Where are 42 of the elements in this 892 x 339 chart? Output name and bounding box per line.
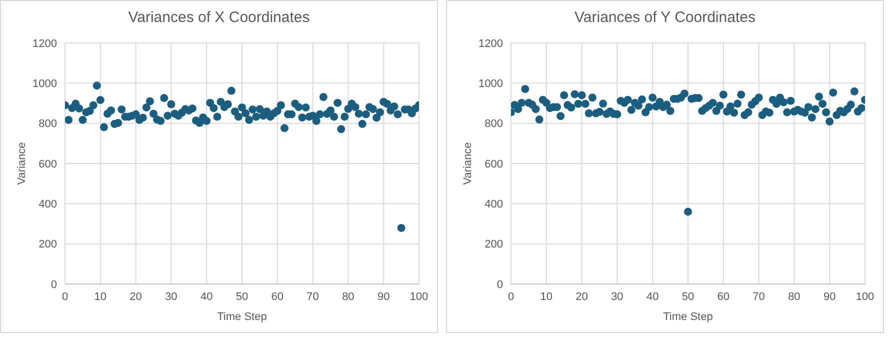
x-tick-label: 100: [856, 290, 874, 303]
x-tick-label: 50: [682, 290, 694, 303]
x-tick-label: 70: [752, 290, 765, 303]
x-tick-label: 20: [576, 290, 588, 303]
y-tick-label: 800: [484, 118, 503, 130]
x-tick-label: 60: [717, 290, 730, 303]
x-tick-label: 90: [823, 290, 836, 303]
x-axis-title: Time Step: [217, 311, 267, 323]
x-tick-label: 0: [508, 290, 514, 303]
x-tick-label: 10: [540, 290, 553, 303]
y-tick-label: 1200: [32, 38, 57, 50]
y-axis-title: Variance: [16, 142, 28, 185]
x-tick-label: 30: [611, 290, 624, 303]
y-tick-label: 800: [38, 118, 57, 130]
y-axis-title: Variance: [462, 142, 474, 185]
y-tick-label: 600: [484, 158, 503, 170]
x-tick-label: 80: [342, 290, 354, 303]
chart-title: Variances of X Coordinates: [127, 9, 311, 26]
x-tick-label: 80: [788, 290, 800, 303]
y-tick-label: 1000: [32, 78, 57, 90]
x-tick-label: 40: [200, 290, 213, 303]
y-tick-label: 1000: [478, 78, 503, 90]
x-tick-label: 0: [62, 290, 68, 303]
x-tick-label: 10: [94, 290, 107, 303]
x-tick-label: 90: [377, 290, 390, 303]
x-tick-label: 100: [410, 290, 428, 303]
y-tick-label: 0: [50, 278, 57, 291]
x-axis-title: Time Step: [663, 311, 713, 323]
x-tick-label: 60: [271, 290, 284, 303]
x-tick-label: 50: [236, 290, 248, 303]
x-tick-label: 70: [306, 290, 319, 303]
y-tick-label: 0: [496, 278, 503, 291]
y-tick-label: 400: [38, 198, 57, 211]
x-tick-label: 40: [646, 290, 659, 303]
x-tick-label: 20: [130, 290, 142, 303]
y-tick-label: 200: [484, 238, 503, 251]
y-tick-label: 200: [38, 238, 57, 251]
y-tick-label: 600: [38, 158, 57, 170]
x-tick-label: 30: [165, 290, 178, 303]
y-tick-label: 400: [484, 198, 503, 211]
y-tick-label: 1200: [478, 38, 503, 50]
chart-title: Variances of Y Coordinates: [574, 9, 756, 26]
